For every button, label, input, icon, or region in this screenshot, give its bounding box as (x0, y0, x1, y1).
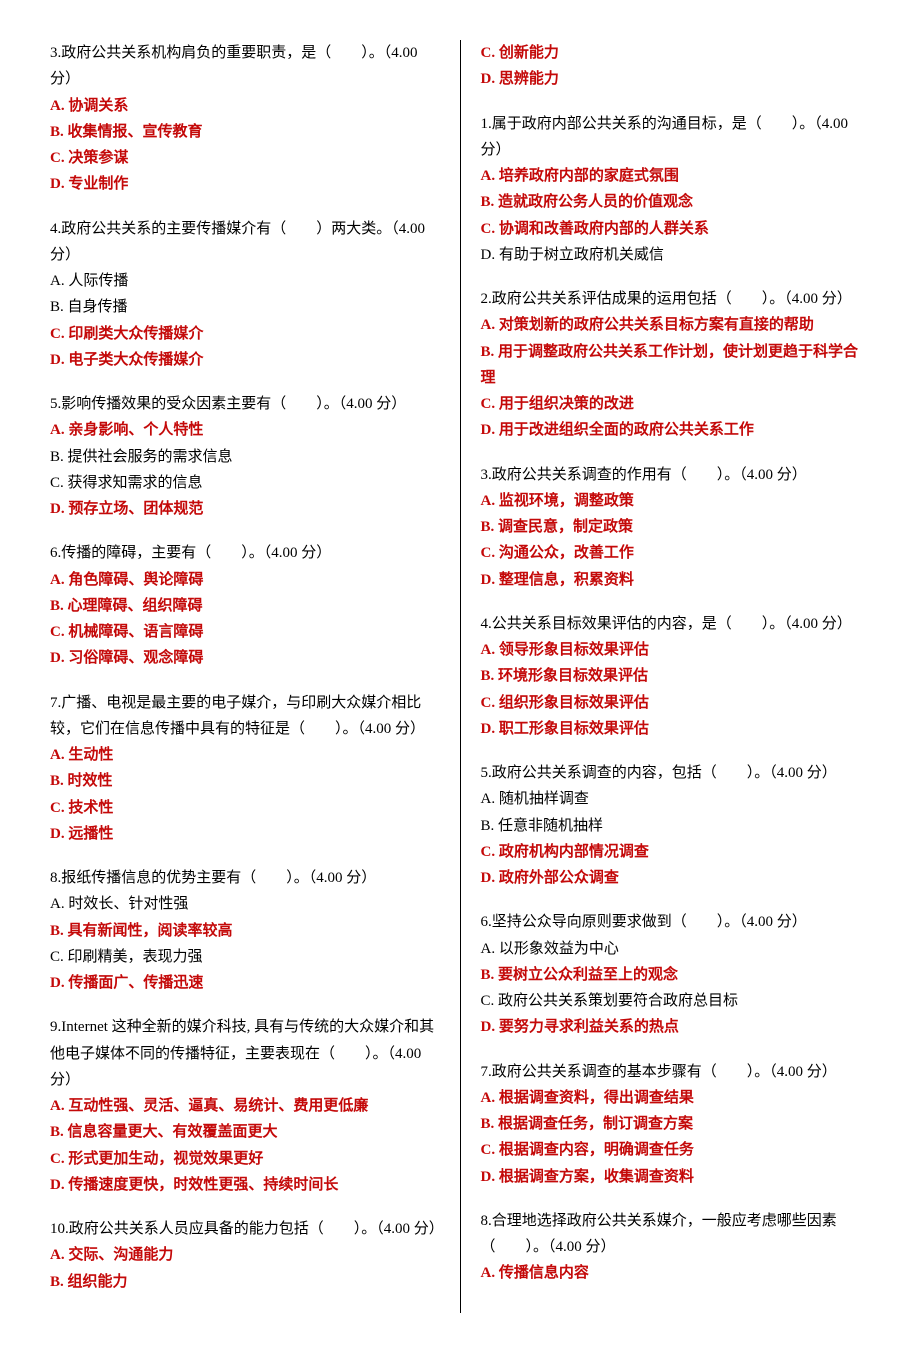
answer-option: C. 政府公共关系策划要符合政府总目标 (481, 988, 871, 1014)
question-stem: 7.广播、电视是最主要的电子媒介，与印刷大众媒介相比较，它们在信息传播中具有的特… (50, 690, 440, 743)
answer-option-correct: D. 习俗障碍、观念障碍 (50, 645, 440, 671)
answer-option-correct: C. 政府机构内部情况调查 (481, 839, 871, 865)
answer-option-correct: C. 机械障碍、语言障碍 (50, 619, 440, 645)
answer-option-correct: A. 培养政府内部的家庭式氛围 (481, 163, 871, 189)
answer-option-correct: A. 根据调查资料，得出调查结果 (481, 1085, 871, 1111)
answer-option-correct: B. 要树立公众利益至上的观念 (481, 962, 871, 988)
question-stem: 3.政府公共关系机构肩负的重要职责，是（ ）。（4.00分） (50, 40, 440, 93)
question-stem: 9.Internet 这种全新的媒介科技, 具有与传统的大众媒介和其他电子媒体不… (50, 1014, 440, 1093)
answer-option: B. 提供社会服务的需求信息 (50, 444, 440, 470)
question-stem: 10.政府公共关系人员应具备的能力包括（ ）。（4.00 分） (50, 1216, 440, 1242)
question-stem: 7.政府公共关系调查的基本步骤有（ ）。（4.00 分） (481, 1059, 871, 1085)
answer-option-correct: D. 电子类大众传播媒介 (50, 347, 440, 373)
question-stem: 5.影响传播效果的受众因素主要有（ ）。（4.00 分） (50, 391, 440, 417)
right-column: C. 创新能力D. 思辨能力 1.属于政府内部公共关系的沟通目标，是（ ）。（4.… (461, 40, 871, 1313)
answer-option: A. 时效长、针对性强 (50, 891, 440, 917)
answer-option-correct: D. 思辨能力 (481, 66, 871, 92)
answer-option-correct: C. 沟通公众，改善工作 (481, 540, 871, 566)
question-stem: 8.合理地选择政府公共关系媒介，一般应考虑哪些因素（ ）。（4.00 分） (481, 1208, 871, 1261)
answer-option-correct: A. 角色障碍、舆论障碍 (50, 567, 440, 593)
answer-option-correct: A. 监视环境，调整政策 (481, 488, 871, 514)
answer-option: A. 人际传播 (50, 268, 440, 294)
answer-option: C. 印刷精美，表现力强 (50, 944, 440, 970)
answer-option-correct: C. 印刷类大众传播媒介 (50, 321, 440, 347)
answer-option-correct: D. 远播性 (50, 821, 440, 847)
answer-option-correct: B. 收集情报、宣传教育 (50, 119, 440, 145)
answer-option-correct: A. 协调关系 (50, 93, 440, 119)
answer-option-correct: D. 根据调查方案，收集调查资料 (481, 1164, 871, 1190)
answer-option-correct: A. 交际、沟通能力 (50, 1242, 440, 1268)
answer-option-correct: B. 具有新闻性，阅读率较高 (50, 918, 440, 944)
question-stem: 5.政府公共关系调查的内容，包括（ ）。（4.00 分） (481, 760, 871, 786)
answer-option-correct: A. 互动性强、灵活、逼真、易统计、费用更低廉 (50, 1093, 440, 1119)
question-stem: 8.报纸传播信息的优势主要有（ ）。（4.00 分） (50, 865, 440, 891)
answer-option-correct: C. 决策参谋 (50, 145, 440, 171)
question-stem: 6.传播的障碍，主要有（ ）。（4.00 分） (50, 540, 440, 566)
question-block: 10.政府公共关系人员应具备的能力包括（ ）。（4.00 分）A. 交际、沟通能… (50, 1216, 440, 1295)
answer-option-correct: C. 形式更加生动，视觉效果更好 (50, 1146, 440, 1172)
answer-option-correct: B. 信息容量更大、有效覆盖面更大 (50, 1119, 440, 1145)
question-block: 7.广播、电视是最主要的电子媒介，与印刷大众媒介相比较，它们在信息传播中具有的特… (50, 690, 440, 848)
answer-option-correct: B. 环境形象目标效果评估 (481, 663, 871, 689)
question-stem: 1.属于政府内部公共关系的沟通目标，是（ ）。（4.00分） (481, 111, 871, 164)
answer-option-correct: B. 造就政府公务人员的价值观念 (481, 189, 871, 215)
question-block: 5.政府公共关系调查的内容，包括（ ）。（4.00 分）A. 随机抽样调查B. … (481, 760, 871, 891)
two-column-layout: 3.政府公共关系机构肩负的重要职责，是（ ）。（4.00分）A. 协调关系B. … (50, 40, 870, 1313)
answer-option-correct: C. 组织形象目标效果评估 (481, 690, 871, 716)
question-block: 2.政府公共关系评估成果的运用包括（ ）。（4.00 分）A. 对策划新的政府公… (481, 286, 871, 444)
answer-option-correct: D. 传播速度更快，时效性更强、持续时间长 (50, 1172, 440, 1198)
question-block: 4.公共关系目标效果评估的内容，是（ ）。（4.00 分）A. 领导形象目标效果… (481, 611, 871, 742)
answer-option-correct: D. 专业制作 (50, 171, 440, 197)
answer-option-correct: B. 时效性 (50, 768, 440, 794)
answer-option-correct: C. 创新能力 (481, 40, 871, 66)
answer-option-correct: B. 用于调整政府公共关系工作计划，使计划更趋于科学合理 (481, 339, 871, 392)
question-block: 6.坚持公众导向原则要求做到（ ）。（4.00 分）A. 以形象效益为中心B. … (481, 909, 871, 1040)
answer-option-correct: D. 整理信息，积累资料 (481, 567, 871, 593)
answer-option-correct: A. 领导形象目标效果评估 (481, 637, 871, 663)
question-block: 9.Internet 这种全新的媒介科技, 具有与传统的大众媒介和其他电子媒体不… (50, 1014, 440, 1198)
answer-option: C. 获得求知需求的信息 (50, 470, 440, 496)
answer-option-correct: A. 对策划新的政府公共关系目标方案有直接的帮助 (481, 312, 871, 338)
question-stem: 3.政府公共关系调查的作用有（ ）。（4.00 分） (481, 462, 871, 488)
question-block: 5.影响传播效果的受众因素主要有（ ）。（4.00 分）A. 亲身影响、个人特性… (50, 391, 440, 522)
answer-option-correct: D. 用于改进组织全面的政府公共关系工作 (481, 417, 871, 443)
answer-option-correct: D. 传播面广、传播迅速 (50, 970, 440, 996)
answer-option-correct: D. 政府外部公众调查 (481, 865, 871, 891)
question-stem: 4.公共关系目标效果评估的内容，是（ ）。（4.00 分） (481, 611, 871, 637)
answer-option-correct: A. 传播信息内容 (481, 1260, 871, 1286)
answer-option: A. 以形象效益为中心 (481, 936, 871, 962)
question-block: 6.传播的障碍，主要有（ ）。（4.00 分）A. 角色障碍、舆论障碍B. 心理… (50, 540, 440, 671)
answer-option-correct: A. 生动性 (50, 742, 440, 768)
answer-option-correct: B. 组织能力 (50, 1269, 440, 1295)
question-stem: 2.政府公共关系评估成果的运用包括（ ）。（4.00 分） (481, 286, 871, 312)
answer-option-correct: B. 心理障碍、组织障碍 (50, 593, 440, 619)
question-block: 1.属于政府内部公共关系的沟通目标，是（ ）。（4.00分）A. 培养政府内部的… (481, 111, 871, 269)
answer-option-correct: C. 技术性 (50, 795, 440, 821)
question-stem: 4.政府公共关系的主要传播媒介有（ ）两大类。（4.00分） (50, 216, 440, 269)
answer-option: D. 有助于树立政府机关威信 (481, 242, 871, 268)
question-block: C. 创新能力D. 思辨能力 (481, 40, 871, 93)
question-block: 3.政府公共关系调查的作用有（ ）。（4.00 分）A. 监视环境，调整政策B.… (481, 462, 871, 593)
answer-option-correct: C. 用于组织决策的改进 (481, 391, 871, 417)
question-block: 8.报纸传播信息的优势主要有（ ）。（4.00 分）A. 时效长、针对性强B. … (50, 865, 440, 996)
answer-option-correct: A. 亲身影响、个人特性 (50, 417, 440, 443)
question-block: 7.政府公共关系调查的基本步骤有（ ）。（4.00 分）A. 根据调查资料，得出… (481, 1059, 871, 1190)
left-column: 3.政府公共关系机构肩负的重要职责，是（ ）。（4.00分）A. 协调关系B. … (50, 40, 461, 1313)
question-stem: 6.坚持公众导向原则要求做到（ ）。（4.00 分） (481, 909, 871, 935)
question-block: 4.政府公共关系的主要传播媒介有（ ）两大类。（4.00分）A. 人际传播B. … (50, 216, 440, 374)
answer-option: B. 任意非随机抽样 (481, 813, 871, 839)
answer-option-correct: D. 预存立场、团体规范 (50, 496, 440, 522)
answer-option-correct: B. 调查民意，制定政策 (481, 514, 871, 540)
question-block: 8.合理地选择政府公共关系媒介，一般应考虑哪些因素（ ）。（4.00 分）A. … (481, 1208, 871, 1287)
answer-option-correct: D. 要努力寻求利益关系的热点 (481, 1014, 871, 1040)
answer-option: B. 自身传播 (50, 294, 440, 320)
answer-option-correct: B. 根据调查任务，制订调查方案 (481, 1111, 871, 1137)
answer-option-correct: C. 根据调查内容，明确调查任务 (481, 1137, 871, 1163)
answer-option-correct: C. 协调和改善政府内部的人群关系 (481, 216, 871, 242)
answer-option: A. 随机抽样调查 (481, 786, 871, 812)
answer-option-correct: D. 职工形象目标效果评估 (481, 716, 871, 742)
question-block: 3.政府公共关系机构肩负的重要职责，是（ ）。（4.00分）A. 协调关系B. … (50, 40, 440, 198)
